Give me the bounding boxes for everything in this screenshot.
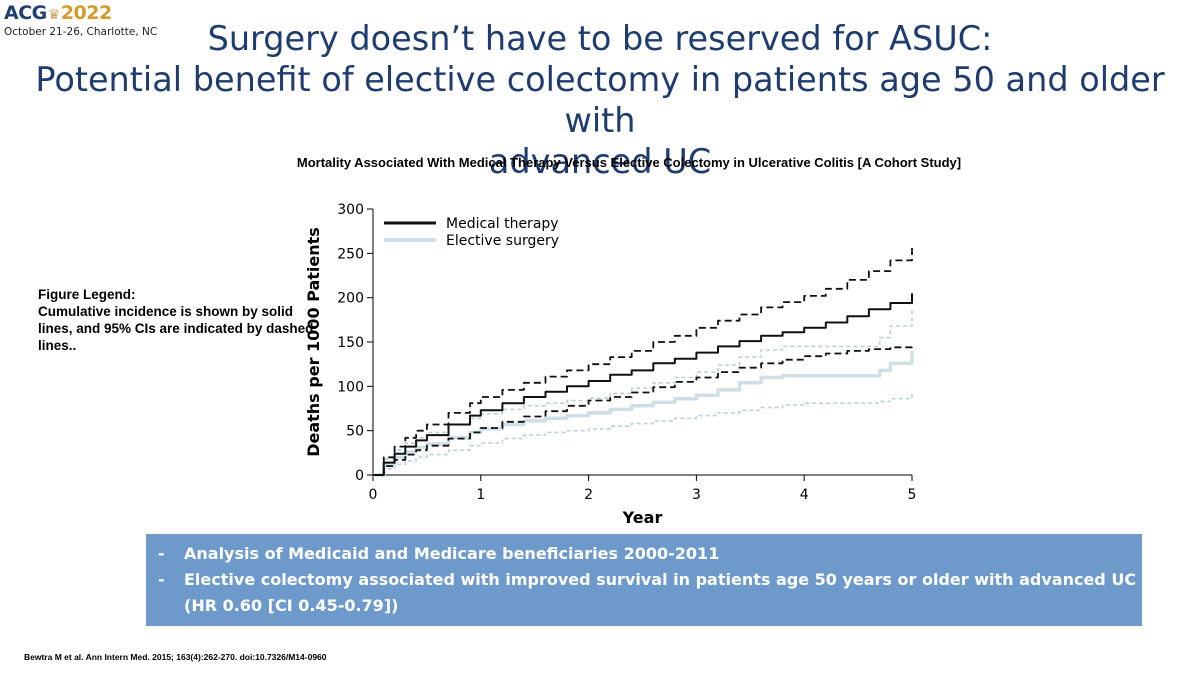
- medical-therapy-line: [373, 293, 913, 476]
- mortality-chart: 0 50 100 150 200 250 300 0 1 2 3 4 5 Year Deaths per 1…: [304, 202, 917, 527]
- bullet-dash: -: [158, 570, 165, 589]
- elective-surgery-ci-lower-line: [373, 392, 913, 476]
- x-tick-label: 5: [908, 487, 917, 503]
- y-tick-label: 50: [346, 424, 364, 440]
- y-tick-label: 150: [337, 335, 364, 351]
- figure-legend: Figure Legend: Cumulative incidence is s…: [38, 286, 328, 354]
- crown-icon: ♛: [47, 7, 61, 23]
- bullet-dash: -: [158, 544, 165, 563]
- medical-therapy-ci-lower-line: [373, 344, 913, 476]
- y-tick-label: 100: [337, 379, 364, 395]
- bullet-text: Analysis of Medicaid and Medicare benefi…: [184, 544, 720, 563]
- bullet-text: Elective colectomy associated with impro…: [184, 570, 1137, 615]
- legend-label-medical-therapy: Medical therapy: [446, 216, 559, 232]
- acg-logo: ACG♛2022 October 21-26, Charlotte, NC: [4, 2, 157, 38]
- figure-legend-text: Cumulative incidence is shown by solid l…: [38, 304, 314, 353]
- slide-title-line-3: advanced UC: [488, 142, 712, 181]
- logo-acg-text: ACG: [4, 2, 47, 24]
- citation: Bewtra M et al. Ann Intern Med. 2015; 16…: [24, 652, 327, 662]
- slide-title-line-2: Potential benefit of elective colectomy …: [35, 60, 1165, 140]
- figure-legend-heading: Figure Legend:: [38, 287, 136, 302]
- legend-label-elective-surgery: Elective surgery: [446, 233, 559, 249]
- y-tick-label: 300: [337, 202, 364, 218]
- x-axis-label: Year: [622, 508, 663, 527]
- y-tick-label: 0: [355, 468, 364, 484]
- bullet-item: - Elective colectomy associated with impr…: [158, 567, 1142, 619]
- summary-box: - Analysis of Medicaid and Medicare benef…: [146, 534, 1142, 626]
- y-tick-label: 200: [337, 291, 364, 307]
- x-tick-label: 0: [369, 487, 378, 503]
- x-tick-label: 4: [800, 487, 809, 503]
- logo-wordmark: ACG♛2022: [4, 2, 157, 26]
- bullet-item: - Analysis of Medicaid and Medicare benef…: [158, 541, 1142, 567]
- medical-therapy-ci-upper-line: [373, 247, 913, 476]
- y-axis-label: Deaths per 1000 Patients: [304, 227, 323, 457]
- x-tick-label: 2: [584, 487, 593, 503]
- slide-title: Surgery doesn’t have to be reserved for …: [0, 18, 1200, 182]
- x-tick-label: 1: [476, 487, 485, 503]
- logo-event-text: October 21-26, Charlotte, NC: [4, 26, 158, 38]
- x-tick-label: 3: [692, 487, 701, 503]
- logo-year-text: 2022: [60, 2, 112, 24]
- slide-title-line-1: Surgery doesn’t have to be reserved for …: [207, 19, 993, 58]
- chart-title: Mortality Associated With Medical Therap…: [296, 155, 962, 170]
- y-tick-label: 250: [337, 246, 364, 262]
